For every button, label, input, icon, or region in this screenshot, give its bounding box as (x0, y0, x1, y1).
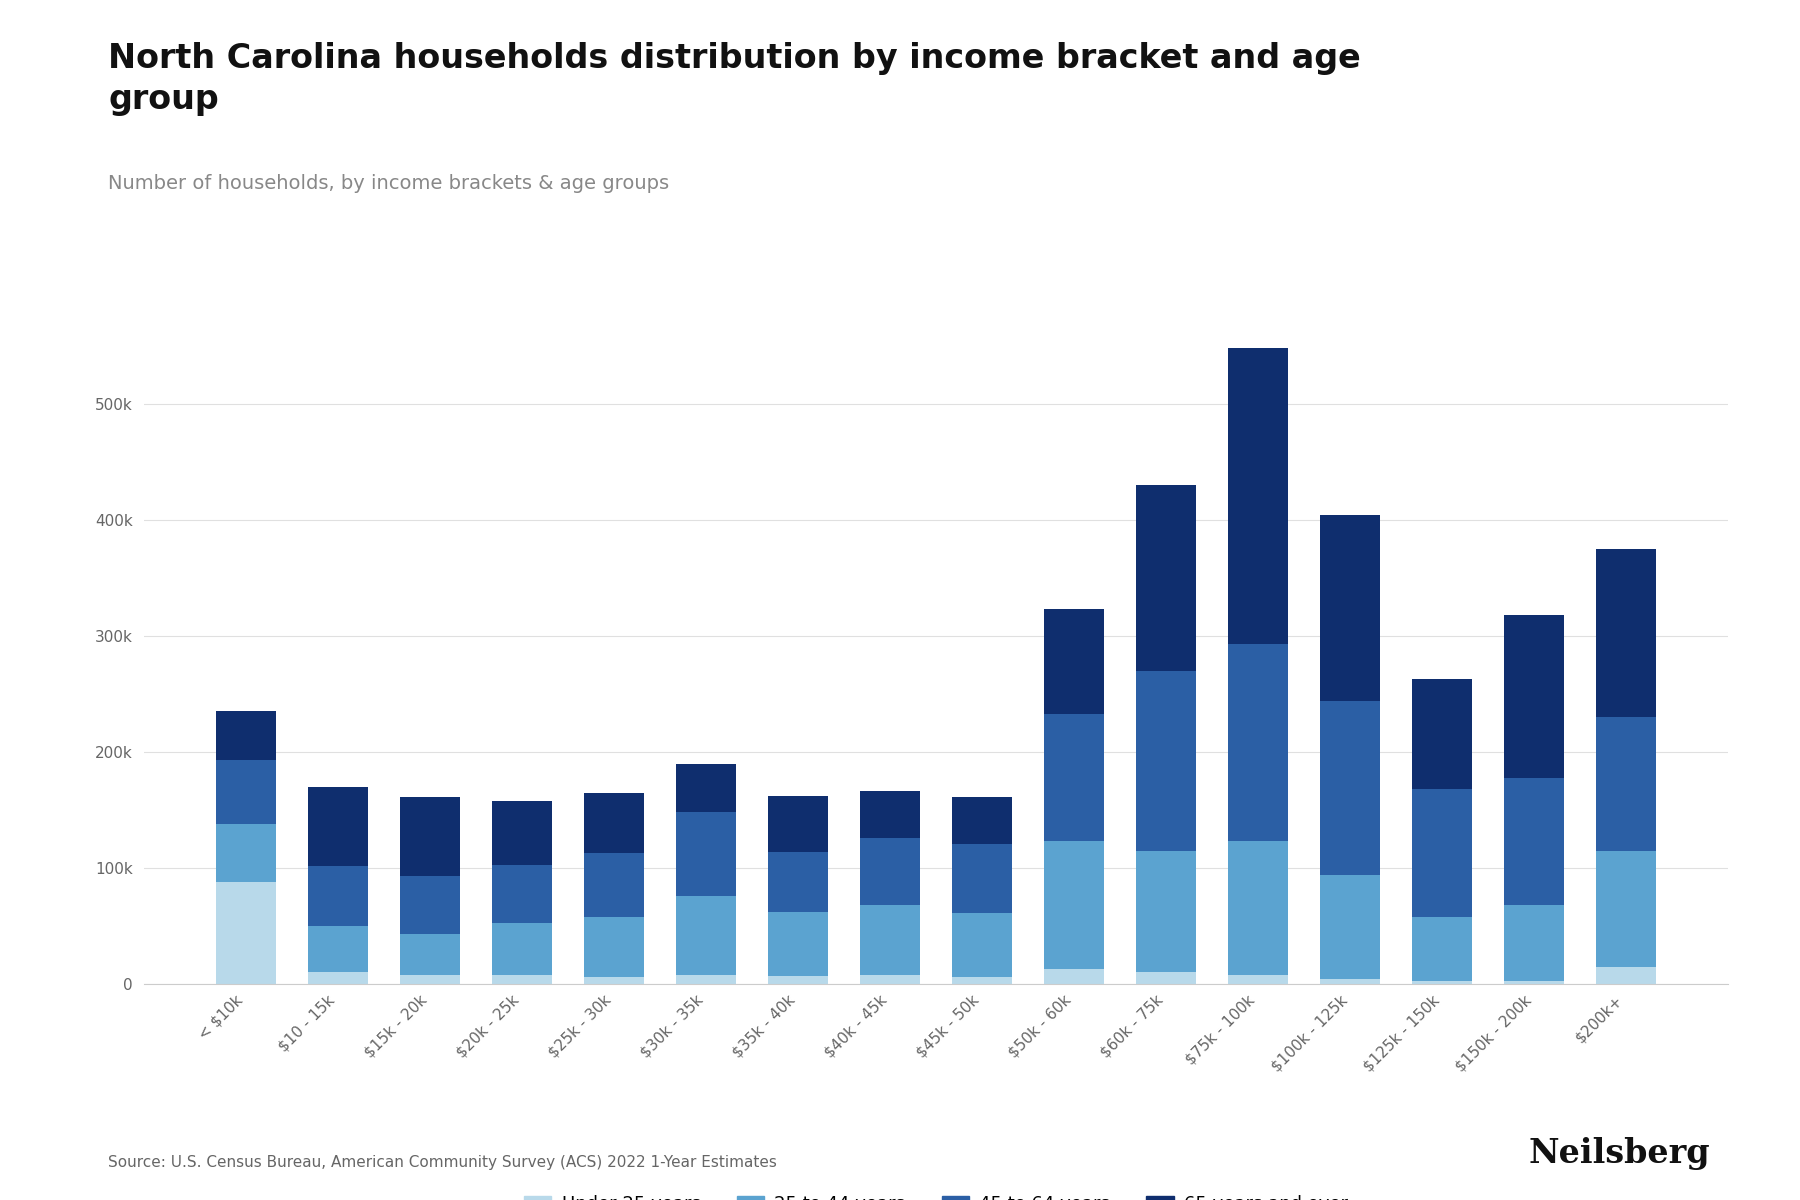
Bar (1597, 718, 1656, 851)
Bar (1413, 980, 1472, 984)
Bar (308, 926, 367, 972)
Bar (308, 972, 367, 984)
Bar (400, 974, 459, 984)
Bar (491, 923, 553, 974)
Bar (216, 712, 275, 760)
Bar (1228, 348, 1289, 644)
Bar (860, 792, 920, 838)
Bar (1505, 980, 1564, 984)
Bar (1505, 778, 1564, 905)
Bar (216, 824, 275, 882)
Bar (952, 913, 1012, 977)
Bar (1597, 851, 1656, 967)
Bar (1044, 610, 1103, 714)
Text: Number of households, by income brackets & age groups: Number of households, by income brackets… (108, 174, 670, 193)
Bar (1044, 841, 1103, 968)
Bar (677, 896, 736, 974)
Bar (677, 812, 736, 896)
Bar (1505, 616, 1564, 778)
Bar (860, 974, 920, 984)
Bar (400, 876, 459, 934)
Bar (1228, 974, 1289, 984)
Bar (769, 796, 828, 852)
Bar (1228, 644, 1289, 841)
Bar (400, 797, 459, 876)
Bar (860, 905, 920, 974)
Bar (1505, 905, 1564, 980)
Bar (1136, 671, 1195, 851)
Bar (1044, 714, 1103, 841)
Bar (1319, 701, 1381, 875)
Bar (1597, 550, 1656, 718)
Bar (769, 852, 828, 912)
Bar (1319, 979, 1381, 984)
Bar (216, 760, 275, 824)
Text: Source: U.S. Census Bureau, American Community Survey (ACS) 2022 1-Year Estimate: Source: U.S. Census Bureau, American Com… (108, 1154, 778, 1170)
Bar (1413, 679, 1472, 790)
Bar (583, 853, 644, 917)
Bar (1319, 515, 1381, 701)
Bar (583, 917, 644, 977)
Bar (952, 844, 1012, 913)
Bar (952, 977, 1012, 984)
Bar (583, 977, 644, 984)
Bar (491, 974, 553, 984)
Bar (1413, 917, 1472, 980)
Bar (1136, 972, 1195, 984)
Bar (400, 934, 459, 974)
Bar (1597, 967, 1656, 984)
Text: North Carolina households distribution by income bracket and age
group: North Carolina households distribution b… (108, 42, 1361, 115)
Bar (860, 838, 920, 905)
Bar (769, 976, 828, 984)
Bar (1044, 968, 1103, 984)
Bar (1136, 851, 1195, 972)
Bar (1413, 790, 1472, 917)
Bar (1319, 875, 1381, 979)
Bar (308, 787, 367, 865)
Bar (677, 974, 736, 984)
Bar (769, 912, 828, 976)
Bar (1136, 485, 1195, 671)
Bar (952, 797, 1012, 844)
Bar (1228, 841, 1289, 974)
Legend: Under 25 years, 25 to 44 years, 45 to 64 years, 65 years and over: Under 25 years, 25 to 44 years, 45 to 64… (517, 1188, 1355, 1200)
Bar (677, 763, 736, 812)
Bar (216, 882, 275, 984)
Bar (308, 865, 367, 926)
Bar (491, 864, 553, 923)
Text: Neilsberg: Neilsberg (1528, 1138, 1710, 1170)
Bar (583, 792, 644, 853)
Bar (491, 800, 553, 864)
